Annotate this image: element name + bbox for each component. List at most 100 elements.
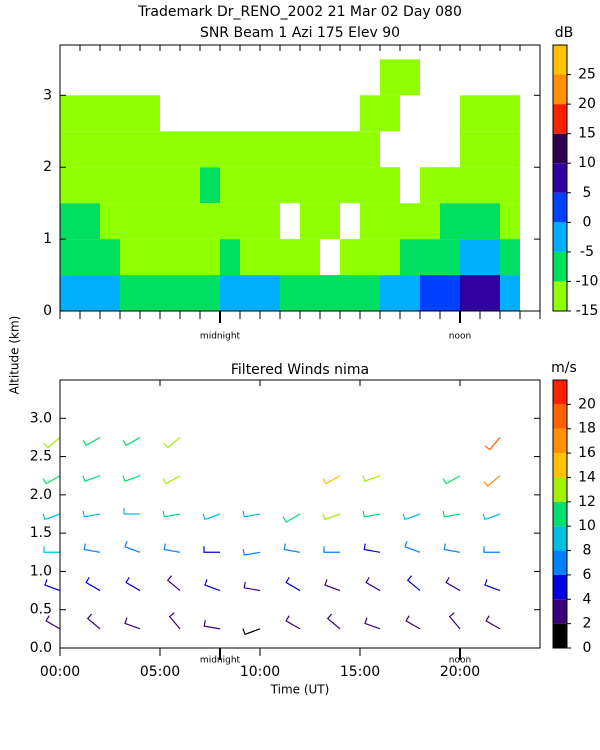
heat-cell bbox=[500, 167, 520, 204]
heat-cell bbox=[80, 239, 100, 276]
y-tick-label: 1 bbox=[43, 231, 52, 247]
heat-cell bbox=[220, 167, 240, 204]
colorbar-frame bbox=[552, 44, 568, 312]
colorbar-tick-label: 12 bbox=[578, 494, 596, 510]
colorbar-tick-label: 4 bbox=[583, 591, 592, 607]
heat-cell bbox=[140, 239, 160, 276]
wind-barb bbox=[484, 437, 501, 451]
heat-cell bbox=[280, 275, 300, 311]
y-tick-label: 2.0 bbox=[30, 487, 52, 503]
colorbar-tick-label: 15 bbox=[578, 126, 596, 142]
heat-cell bbox=[460, 95, 480, 132]
heat-cell bbox=[100, 203, 120, 240]
wind-barb bbox=[123, 508, 140, 515]
heat-cell bbox=[300, 203, 320, 240]
wind-barb bbox=[402, 513, 421, 521]
heat-cell bbox=[60, 167, 80, 204]
heat-cell bbox=[400, 239, 420, 276]
wind-barb bbox=[285, 615, 301, 630]
heat-cell bbox=[140, 167, 160, 204]
heat-cell bbox=[320, 167, 340, 204]
wind-barb bbox=[363, 543, 381, 553]
heat-cell bbox=[260, 203, 280, 240]
heat-cell bbox=[300, 167, 320, 204]
heat-cell bbox=[100, 239, 120, 276]
colorbar-tick-label: 25 bbox=[578, 67, 596, 83]
heat-cell bbox=[360, 203, 380, 240]
heat-cell bbox=[260, 167, 280, 204]
y-tick-label: 1.5 bbox=[30, 525, 52, 541]
heat-cell bbox=[340, 167, 360, 204]
heat-cell bbox=[300, 239, 320, 276]
heat-cell bbox=[180, 275, 200, 311]
y-tick-label: 2 bbox=[43, 159, 52, 175]
wind-barb bbox=[324, 579, 341, 592]
heat-cell bbox=[120, 275, 140, 311]
wind-barb bbox=[163, 543, 181, 553]
heat-cell bbox=[300, 131, 320, 168]
wind-barb bbox=[322, 513, 341, 521]
heat-cell bbox=[360, 239, 380, 276]
x-tick-label: 00:00 bbox=[40, 664, 80, 680]
heat-cell bbox=[280, 239, 300, 276]
wind-barb bbox=[82, 436, 101, 447]
wind-barb bbox=[364, 617, 381, 630]
wind-barb bbox=[282, 513, 301, 523]
y-tick-label: 3.0 bbox=[30, 410, 52, 426]
heat-cell bbox=[240, 275, 260, 311]
heat-cell bbox=[480, 203, 500, 240]
heat-cell bbox=[320, 203, 340, 240]
colorbar-tick-label: 10 bbox=[578, 518, 596, 534]
heat-cell bbox=[380, 239, 400, 276]
heat-cell bbox=[500, 203, 520, 240]
colorbar-tick-label: 20 bbox=[578, 96, 596, 112]
heat-cell bbox=[220, 131, 240, 168]
heat-cell bbox=[360, 131, 380, 168]
colorbar-tick-label: -15 bbox=[576, 303, 599, 319]
wind-barb bbox=[483, 475, 501, 487]
heat-cell bbox=[480, 275, 500, 311]
wind-barb bbox=[485, 615, 501, 630]
heat-cell bbox=[200, 239, 220, 276]
heat-cell bbox=[120, 131, 140, 168]
heat-cell bbox=[60, 95, 80, 132]
colorbar-swatch bbox=[553, 45, 567, 75]
wind-barb bbox=[484, 579, 501, 592]
colorbar-swatch bbox=[553, 281, 567, 311]
heat-cell bbox=[220, 275, 240, 311]
heat-cell bbox=[440, 275, 460, 311]
heat-cell bbox=[200, 167, 220, 204]
x-tick-label: 05:00 bbox=[140, 664, 180, 680]
heat-cell bbox=[260, 239, 280, 276]
heat-cell bbox=[200, 203, 220, 240]
annotation: noon bbox=[449, 656, 471, 666]
heat-cell bbox=[500, 131, 520, 168]
colorbar-swatch bbox=[553, 550, 567, 575]
wind-barb bbox=[85, 577, 101, 592]
heat-cell bbox=[160, 167, 180, 204]
heat-cell bbox=[360, 275, 380, 311]
wind-barb bbox=[162, 475, 181, 485]
wind-barb bbox=[122, 436, 141, 447]
wind-barb bbox=[323, 546, 340, 553]
heat-cell bbox=[100, 95, 120, 132]
colorbar-label: dB bbox=[555, 25, 574, 41]
wind-barb bbox=[166, 575, 181, 592]
wind-barb bbox=[322, 475, 341, 485]
wind-barb bbox=[82, 475, 101, 482]
wind-barb bbox=[45, 615, 61, 630]
heat-cell bbox=[460, 275, 480, 311]
x-axis-label: Time (UT) bbox=[270, 683, 330, 697]
wind-barb bbox=[365, 577, 381, 592]
heat-cell bbox=[180, 203, 200, 240]
heat-cell bbox=[340, 275, 360, 311]
heat-cell bbox=[140, 95, 160, 132]
y-tick-label: 0 bbox=[43, 303, 52, 319]
heat-cell bbox=[60, 203, 80, 240]
wind-barb bbox=[162, 510, 181, 518]
colorbar-tick-label: 5 bbox=[583, 185, 592, 201]
wind-barb bbox=[122, 475, 141, 482]
heat-cell bbox=[100, 275, 120, 311]
wind-barb bbox=[163, 436, 181, 449]
heat-cell bbox=[160, 131, 180, 168]
